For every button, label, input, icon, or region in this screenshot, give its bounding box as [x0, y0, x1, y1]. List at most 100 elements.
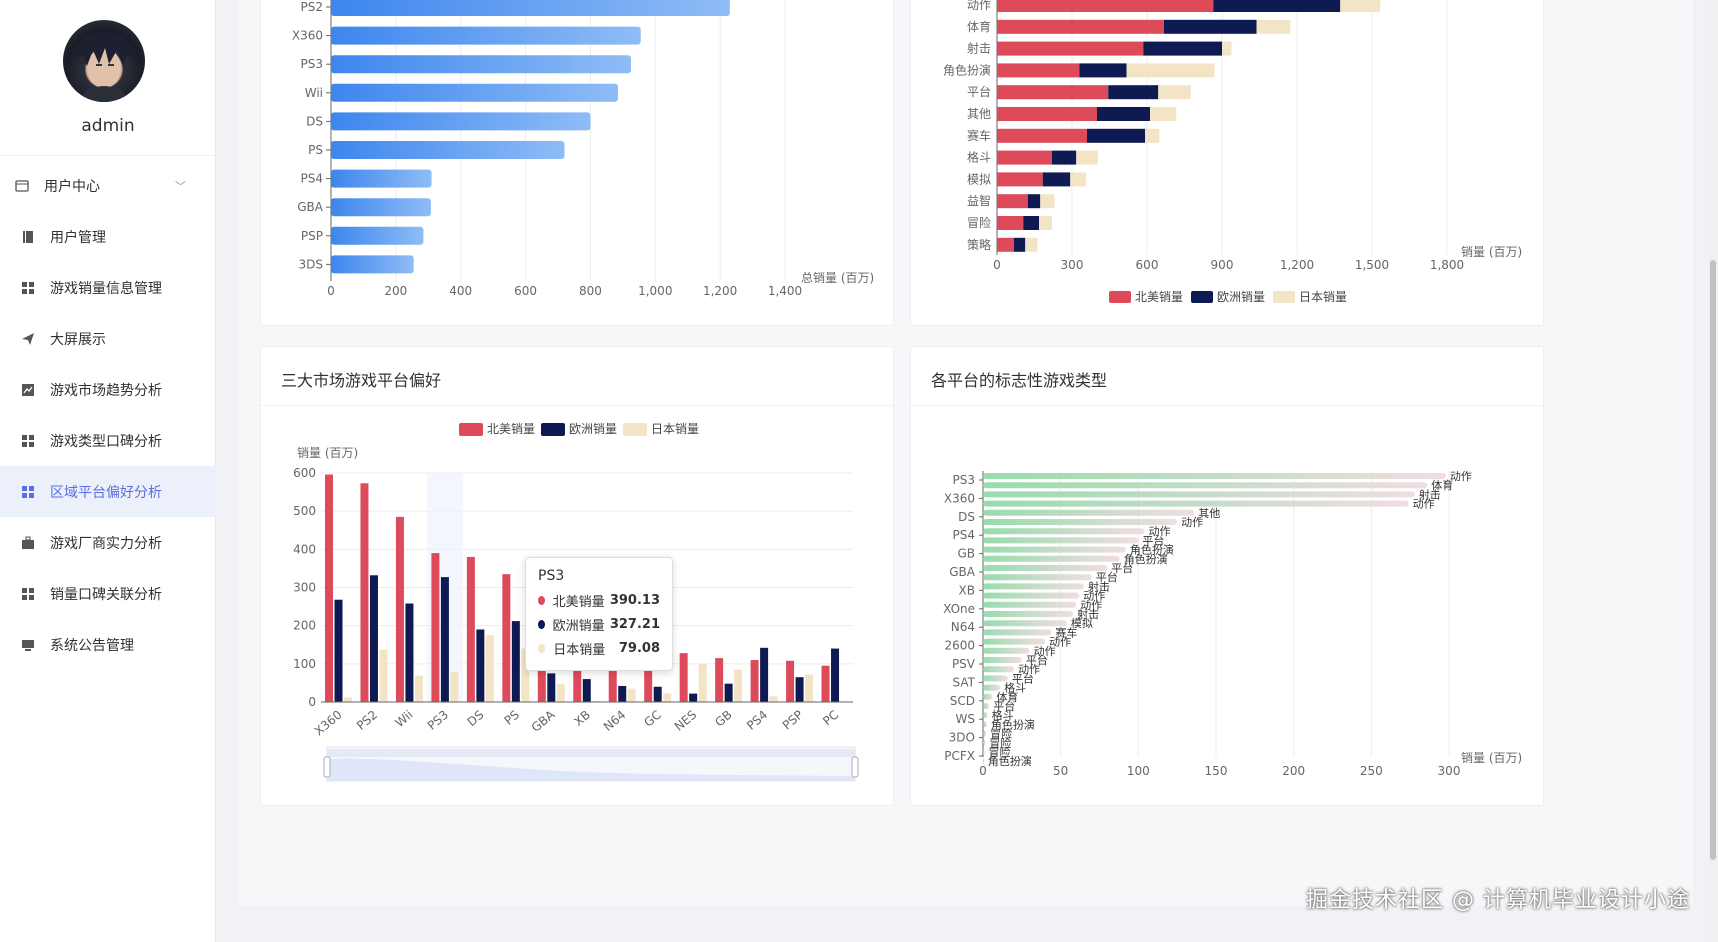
tick-label: 1,800 — [1430, 258, 1464, 272]
monitor-icon — [20, 637, 36, 653]
category-label: PSP — [301, 229, 323, 243]
menu-item-trend[interactable]: 游戏市场趋势分析 — [0, 364, 216, 415]
menu-item-user-center[interactable]: 用户中心 ﹀ — [0, 160, 216, 211]
menu-item-user-manage[interactable]: 用户管理 — [0, 211, 216, 262]
bar — [608, 648, 617, 702]
bar-segment — [1025, 237, 1038, 252]
menu-item-notice[interactable]: 系统公告管理 — [0, 619, 216, 670]
bar — [983, 684, 1001, 691]
legend-label: 日本销量 — [651, 422, 699, 436]
bar-label: 动作 — [1049, 636, 1071, 649]
legend-label: 欧洲销量 — [569, 422, 617, 436]
bar-segment — [997, 150, 1052, 165]
tick-label: 300 — [293, 581, 316, 595]
bar — [592, 700, 601, 702]
menu-item-label: 游戏厂商实力分析 — [50, 535, 162, 552]
menu-item-genre-rating[interactable]: 游戏类型口碑分析 — [0, 415, 216, 466]
menu-item-label: 销量口碑关联分析 — [50, 586, 162, 603]
grid-icon — [20, 586, 36, 602]
bar — [485, 635, 494, 702]
tick-label: 500 — [293, 504, 316, 518]
bar-label: 格斗 — [992, 708, 1014, 722]
bar — [414, 675, 423, 702]
tick-label: 1,000 — [638, 284, 672, 298]
bar — [331, 26, 641, 45]
tick-label: 900 — [1211, 258, 1234, 272]
menu-item-publisher[interactable]: 游戏厂商实力分析 — [0, 517, 216, 568]
scrollbar-thumb[interactable] — [1710, 260, 1716, 860]
category-label: 益智 — [967, 193, 991, 208]
menu-item-region-platform[interactable]: 区域平台偏好分析 — [0, 466, 216, 517]
menu-item-sales-rating[interactable]: 销量口碑关联分析 — [0, 568, 216, 619]
bar-segment — [1256, 19, 1291, 34]
bar-label: 角色扮演 — [988, 754, 1032, 768]
bar — [715, 658, 724, 702]
tick-label: 0 — [327, 284, 335, 298]
legend-label: 日本销量 — [1299, 290, 1347, 304]
avatar[interactable] — [63, 20, 145, 102]
bar-segment — [1014, 237, 1026, 252]
tick-label: 250 — [1360, 764, 1383, 778]
bar — [331, 226, 424, 245]
category-label: PS2 — [301, 0, 324, 14]
bar — [983, 693, 993, 700]
grid-icon — [20, 484, 36, 500]
bar-label: 动作 — [1450, 470, 1472, 483]
bar — [983, 739, 986, 746]
bar-label: 角色扮演 — [1124, 552, 1168, 566]
datazoom-handle-left — [323, 756, 331, 778]
briefcase-icon — [20, 535, 36, 551]
bar — [760, 647, 769, 702]
page-scrollbar[interactable] — [1708, 0, 1718, 942]
bar — [331, 255, 414, 274]
bar — [983, 657, 1022, 663]
side-menu: 用户中心 ﹀ 用户管理 游戏销量信息管理 大屏展示 游戏市场趋势分析 游戏类型口碑分析 区域平… — [0, 160, 216, 670]
chevron-down-icon[interactable]: ﹀ — [175, 180, 186, 193]
bar — [618, 685, 627, 702]
bar-label: 体育 — [996, 690, 1018, 704]
bar-label: 平台 — [1026, 653, 1048, 667]
bar — [983, 601, 1077, 608]
bar-label: 平台 — [993, 699, 1015, 713]
bar — [983, 592, 1080, 599]
bar-label: 角色扮演 — [991, 717, 1035, 731]
bar-segment — [997, 0, 1214, 12]
legend-label: 欧洲销量 — [1217, 290, 1265, 304]
bar — [734, 669, 743, 702]
menu-item-sales-info[interactable]: 游戏销量信息管理 — [0, 262, 216, 313]
username: admin — [81, 116, 135, 136]
bar-segment — [1052, 150, 1077, 165]
category-label: 赛车 — [967, 128, 991, 143]
tick-label: 1,200 — [703, 284, 737, 298]
platform-genre-chart: 0 50 100 150 200 250 300动作体育射击动作其他动作动作平台角色扮演角色… — [943, 470, 1522, 778]
category-label: 其他 — [967, 107, 991, 121]
platform-total-chart: 0 200 400 600 800 1,000 1,200 1,400 PS2 X360 PS3 Wi… — [292, 0, 874, 298]
bar-label: 平台 — [1012, 671, 1034, 685]
bar — [663, 693, 672, 702]
bar-segment — [997, 107, 1097, 121]
category-label: 2600 — [944, 639, 975, 653]
menu-item-big-screen[interactable]: 大屏展示 — [0, 313, 216, 364]
bar-segment — [1023, 216, 1039, 230]
card-title: 三大市场游戏平台偏好 — [281, 371, 442, 390]
bar — [983, 712, 988, 719]
bar-label: 冒险 — [990, 727, 1012, 741]
bar-label: 动作 — [1149, 525, 1171, 538]
category-label: 策略 — [967, 237, 991, 252]
bar — [344, 697, 352, 702]
bar — [395, 516, 404, 702]
category-label: PS4 — [953, 528, 976, 542]
bar-segment — [1143, 41, 1222, 56]
tooltip-row: 日本销量 79.08 — [538, 636, 660, 660]
legend-swatch — [541, 423, 565, 436]
bar-segment — [1145, 128, 1160, 143]
category-label: GBA — [529, 707, 558, 735]
legend-swatch — [459, 423, 483, 436]
watermark: 掘金技术社区 @ 计算机毕业设计小途 — [1306, 888, 1690, 913]
category-label: N64 — [601, 708, 629, 734]
bar-label: 动作 — [1034, 645, 1056, 658]
bar-segment — [997, 128, 1087, 143]
bar-segment — [1042, 172, 1071, 187]
bar — [983, 565, 1108, 571]
bar-segment — [997, 63, 1080, 78]
